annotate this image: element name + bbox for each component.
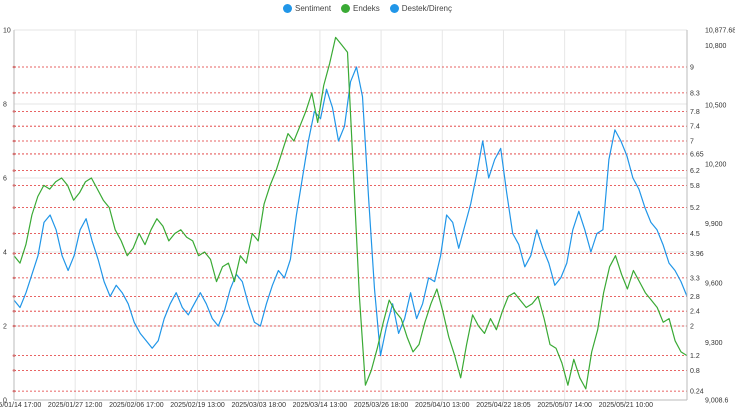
x-axis-tick-label: 2025/02/06 17:00 [109,402,164,408]
support-resistance-label: 5.8 [690,183,700,190]
y-axis-left-tick-label: 6 [3,176,7,183]
support-resistance-label: 3.3 [690,275,700,282]
support-resistance-label: 5.2 [690,205,700,212]
x-axis-tick-label: 2025/05/07 14:00 [537,402,592,408]
chart-legend: Sentiment Endeks Destek/Direnç [0,4,735,13]
support-resistance-label: 0.8 [690,368,700,375]
support-resistance-label: 9 [690,65,694,72]
support-resistance-label: 4.5 [690,231,700,238]
support-resistance-label: 0.24 [690,389,704,396]
support-resistance-lines: 0.24 0.8 1.2 2 2.4 2.8 3.3 3.96 4.5 5.2 5.8 6.2 6.65… [12,65,704,396]
support-resistance-label: 3.96 [690,251,704,258]
x-axis-tick-label: 2025/04/10 13:00 [415,402,470,408]
legend-item-destek-direnc[interactable]: Destek/Direnç [389,4,452,13]
x-axis-tick-label: 2025/03/03 18:00 [231,402,286,408]
legend-swatch-destek-direnc [389,4,399,13]
y-axis-right-tick-label: 9,900 [705,221,723,228]
y-axis-left-tick-label: 4 [3,250,7,257]
y-axis-right-tick-label: 10,500 [705,102,727,109]
y-axis-right-tick-label: 9,008.6 [705,398,728,405]
support-resistance-label: 7 [690,139,694,146]
y-axis-left-tick-label: 10 [3,28,11,35]
chart-axes: 0 2 4 6 8 10 9,008.6 9,300 9,600 9,900 10,200 10,50… [0,28,735,408]
y-axis-right-tick-label: 10,877.68 [705,28,735,35]
support-resistance-label: 1.2 [690,353,700,360]
legend-swatch-sentiment [283,4,293,13]
support-resistance-label: 7.4 [690,124,700,131]
x-axis-tick-label: 2025/05/21 10:00 [599,402,654,408]
chart-series [13,36,688,390]
support-resistance-label: 8.3 [690,90,700,97]
x-axis-tick-label: 2025/03/14 13:00 [293,402,348,408]
support-resistance-label: 6.65 [690,151,704,158]
y-axis-right-tick-label: 10,800 [705,43,727,50]
x-axis-tick-label: 2025/01/14 17:00 [0,402,41,408]
x-axis-tick-label: 2025/02/19 13:00 [170,402,225,408]
support-resistance-label: 2.4 [690,309,700,316]
legend-swatch-endeks [341,4,351,13]
support-resistance-label: 7.8 [690,109,700,116]
series-line-endeks [13,36,688,390]
y-axis-right-tick-label: 9,600 [705,280,723,287]
support-resistance-label: 2.8 [690,294,700,301]
legend-label-sentiment: Sentiment [295,4,332,13]
legend-item-endeks[interactable]: Endeks [341,4,380,13]
support-resistance-label: 2 [690,324,694,331]
legend-item-sentiment[interactable]: Sentiment [283,4,331,13]
y-axis-left-tick-label: 0 [3,398,7,405]
legend-label-destek-direnc: Destek/Direnç [401,4,452,13]
y-axis-right-tick-label: 10,200 [705,162,727,169]
support-resistance-label: 6.2 [690,168,700,175]
legend-label-endeks: Endeks [353,4,380,13]
y-axis-right-tick-label: 9,300 [705,340,723,347]
x-axis-tick-label: 2025/01/27 12:00 [48,402,103,408]
y-axis-left-tick-label: 8 [3,102,7,109]
series-line-sentiment [13,66,688,357]
y-axis-left-tick-label: 2 [3,324,7,331]
x-axis-tick-label: 2025/04/22 18:05 [476,402,531,408]
x-axis-tick-label: 2025/03/26 18:00 [354,402,409,408]
